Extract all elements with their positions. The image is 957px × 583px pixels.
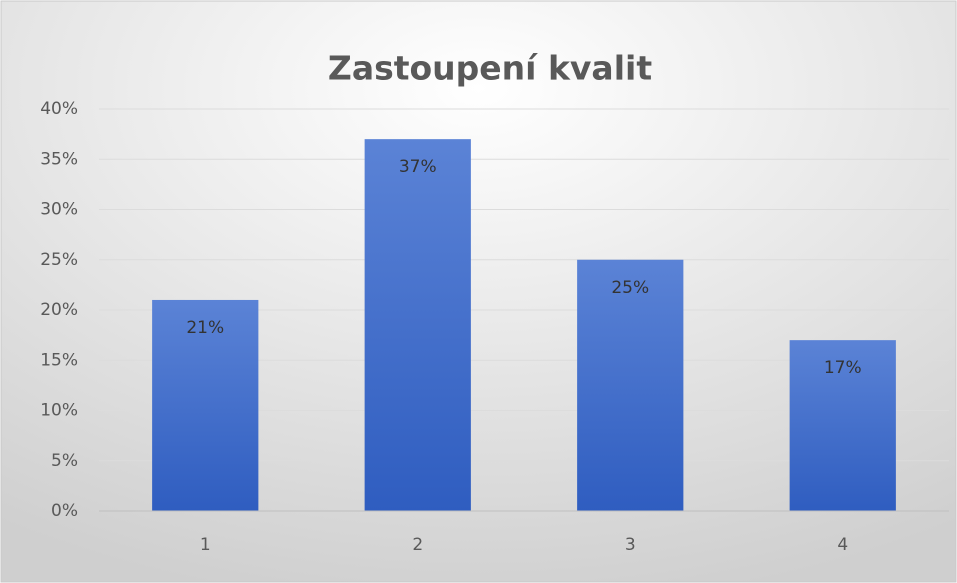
x-tick-label: 2 <box>412 535 423 555</box>
bar <box>364 139 471 511</box>
y-tick-label: 0% <box>51 501 78 521</box>
y-tick-label: 25% <box>40 250 78 270</box>
y-tick-label: 20% <box>40 300 78 320</box>
bar <box>789 340 896 511</box>
data-label: 25% <box>611 278 649 298</box>
y-tick-label: 30% <box>40 200 78 220</box>
chart-title: Zastoupení kvalit <box>328 49 652 88</box>
data-label: 37% <box>399 157 437 177</box>
y-tick-label: 35% <box>40 149 78 169</box>
x-tick-label: 4 <box>837 535 848 555</box>
data-label: 21% <box>186 318 224 338</box>
y-tick-label: 15% <box>40 350 78 370</box>
x-tick-label: 3 <box>625 535 636 555</box>
y-tick-label: 5% <box>51 451 78 471</box>
y-tick-label: 10% <box>40 401 78 421</box>
data-label: 17% <box>824 358 862 378</box>
bar <box>577 259 684 511</box>
y-tick-label: 40% <box>40 99 78 119</box>
x-tick-label: 1 <box>200 535 211 555</box>
bar <box>152 299 259 511</box>
